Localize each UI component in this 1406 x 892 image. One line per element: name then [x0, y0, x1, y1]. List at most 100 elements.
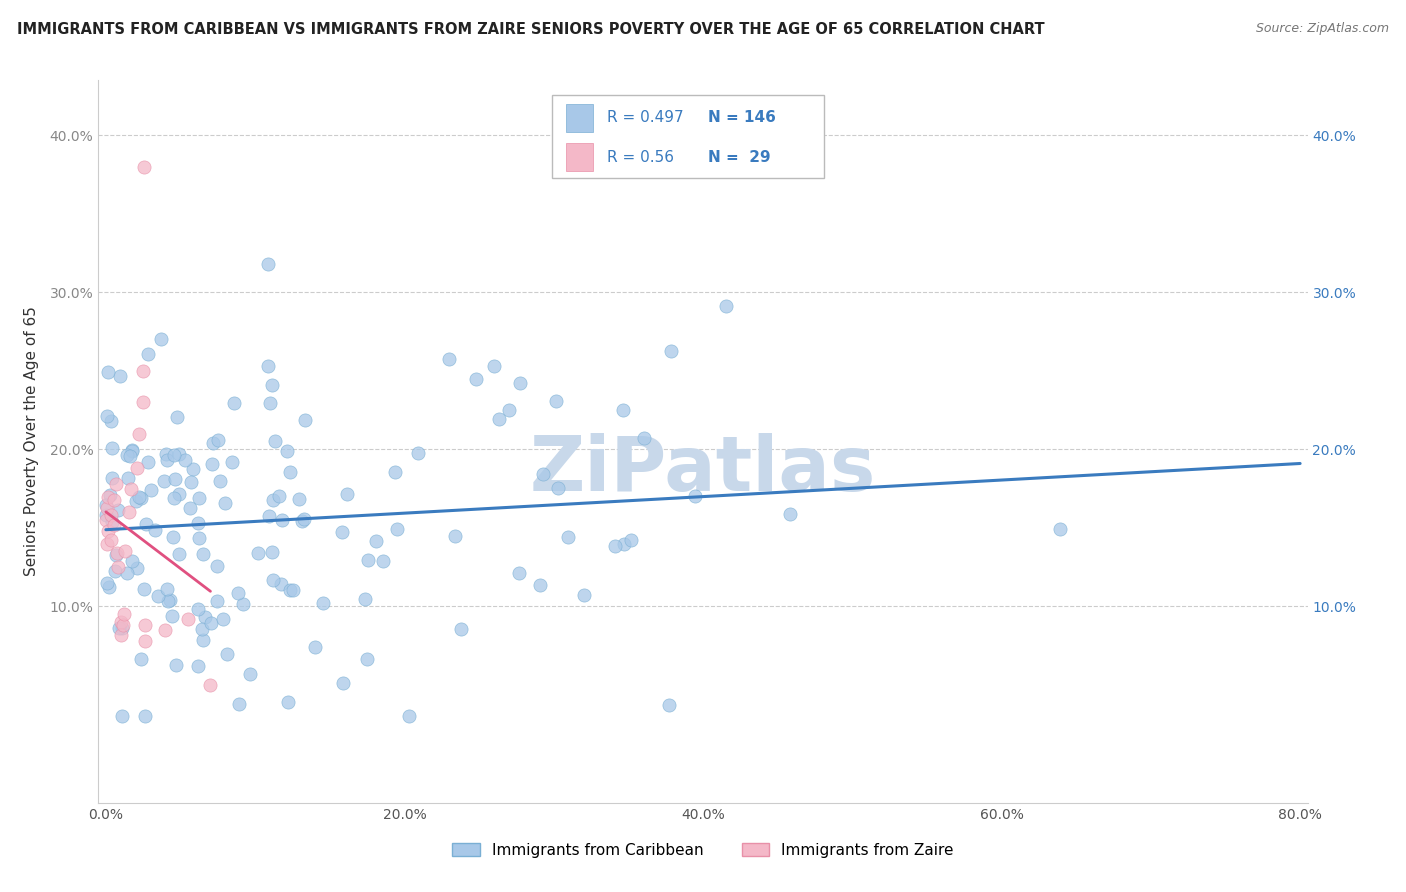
- Immigrants from Caribbean: [128, 490, 150, 504]
- Immigrants from Caribbean: [97, 580, 120, 594]
- Immigrants from Caribbean: [572, 588, 595, 602]
- Immigrants from Caribbean: [384, 465, 406, 479]
- Immigrants from Caribbean: [294, 512, 316, 526]
- Immigrants from Caribbean: [108, 368, 131, 383]
- Immigrants from Caribbean: [163, 472, 186, 486]
- Immigrants from Caribbean: [191, 622, 214, 636]
- Immigrants from Caribbean: [224, 396, 246, 410]
- Immigrants from Zaire: [111, 618, 134, 632]
- Immigrants from Caribbean: [121, 443, 143, 458]
- Immigrants from Caribbean: [162, 530, 184, 544]
- Immigrants from Caribbean: [683, 489, 706, 503]
- Immigrants from Caribbean: [121, 554, 143, 568]
- Immigrants from Caribbean: [132, 582, 155, 596]
- Immigrants from Caribbean: [1049, 522, 1071, 536]
- Immigrants from Caribbean: [259, 396, 281, 410]
- Immigrants from Caribbean: [498, 402, 520, 417]
- Immigrants from Caribbean: [482, 359, 505, 373]
- Immigrants from Caribbean: [262, 574, 284, 588]
- Immigrants from Caribbean: [139, 483, 162, 497]
- Immigrants from Caribbean: [529, 578, 551, 592]
- Immigrants from Caribbean: [619, 533, 641, 547]
- Immigrants from Caribbean: [104, 564, 127, 578]
- Immigrants from Caribbean: [96, 409, 118, 423]
- Immigrants from Caribbean: [120, 449, 142, 463]
- Text: R = 0.497: R = 0.497: [607, 111, 685, 126]
- Immigrants from Caribbean: [97, 365, 120, 379]
- Immigrants from Caribbean: [450, 622, 472, 636]
- Immigrants from Caribbean: [443, 529, 465, 543]
- Immigrants from Caribbean: [659, 343, 682, 358]
- Immigrants from Caribbean: [98, 488, 121, 502]
- Immigrants from Caribbean: [159, 592, 181, 607]
- Immigrants from Zaire: [118, 505, 141, 519]
- Immigrants from Caribbean: [136, 347, 159, 361]
- FancyBboxPatch shape: [551, 95, 824, 178]
- Immigrants from Caribbean: [179, 500, 201, 515]
- Immigrants from Caribbean: [239, 667, 262, 681]
- Immigrants from Zaire: [107, 560, 129, 574]
- Immigrants from Caribbean: [115, 448, 138, 462]
- Immigrants from Caribbean: [336, 487, 359, 501]
- Immigrants from Caribbean: [547, 481, 569, 495]
- Immigrants from Caribbean: [173, 453, 195, 467]
- Immigrants from Caribbean: [117, 471, 139, 485]
- Immigrants from Zaire: [153, 623, 176, 637]
- Immigrants from Caribbean: [280, 465, 302, 479]
- Immigrants from Caribbean: [437, 352, 460, 367]
- Immigrants from Zaire: [128, 426, 150, 441]
- Immigrants from Zaire: [110, 628, 132, 642]
- Immigrants from Caribbean: [257, 257, 280, 271]
- Immigrants from Caribbean: [200, 615, 222, 630]
- Immigrants from Caribbean: [156, 582, 179, 596]
- Immigrants from Caribbean: [149, 332, 172, 346]
- Immigrants from Caribbean: [100, 414, 122, 428]
- Immigrants from Caribbean: [257, 508, 280, 523]
- Immigrants from Zaire: [120, 482, 142, 496]
- Immigrants from Zaire: [134, 634, 156, 648]
- Y-axis label: Seniors Poverty Over the Age of 65: Seniors Poverty Over the Age of 65: [24, 307, 38, 576]
- Immigrants from Zaire: [112, 607, 135, 622]
- Immigrants from Caribbean: [166, 409, 188, 424]
- Immigrants from Caribbean: [200, 458, 222, 472]
- Immigrants from Caribbean: [277, 695, 299, 709]
- Immigrants from Caribbean: [371, 554, 394, 568]
- Immigrants from Caribbean: [121, 443, 143, 458]
- Immigrants from Caribbean: [262, 545, 284, 559]
- Immigrants from Caribbean: [134, 709, 156, 723]
- Immigrants from Caribbean: [291, 514, 314, 528]
- Immigrants from Zaire: [100, 508, 122, 523]
- FancyBboxPatch shape: [567, 144, 593, 170]
- Immigrants from Caribbean: [187, 516, 209, 530]
- Immigrants from Caribbean: [294, 413, 316, 427]
- Immigrants from Caribbean: [148, 589, 170, 603]
- Text: N =  29: N = 29: [707, 150, 770, 164]
- Immigrants from Caribbean: [247, 546, 270, 560]
- Immigrants from Caribbean: [187, 658, 209, 673]
- Immigrants from Caribbean: [228, 697, 250, 711]
- Immigrants from Caribbean: [270, 577, 292, 591]
- Immigrants from Caribbean: [226, 586, 249, 600]
- Immigrants from Caribbean: [194, 609, 217, 624]
- Immigrants from Caribbean: [217, 647, 239, 661]
- Immigrants from Caribbean: [406, 446, 429, 460]
- Immigrants from Zaire: [103, 492, 125, 507]
- Text: ZiPatlas: ZiPatlas: [530, 434, 876, 508]
- Immigrants from Caribbean: [221, 455, 243, 469]
- Immigrants from Zaire: [110, 615, 132, 630]
- Immigrants from Caribbean: [193, 633, 215, 648]
- Immigrants from Caribbean: [156, 453, 179, 467]
- Immigrants from Caribbean: [612, 403, 634, 417]
- Immigrants from Caribbean: [271, 512, 294, 526]
- Immigrants from Caribbean: [136, 455, 159, 469]
- Immigrants from Caribbean: [187, 602, 209, 616]
- Immigrants from Caribbean: [357, 553, 380, 567]
- Immigrants from Caribbean: [387, 522, 409, 536]
- Immigrants from Caribbean: [488, 412, 510, 426]
- Immigrants from Zaire: [96, 536, 118, 550]
- Immigrants from Zaire: [114, 544, 136, 558]
- Immigrants from Caribbean: [207, 433, 229, 447]
- Immigrants from Zaire: [132, 160, 155, 174]
- Immigrants from Caribbean: [214, 496, 236, 510]
- Immigrants from Zaire: [200, 678, 222, 692]
